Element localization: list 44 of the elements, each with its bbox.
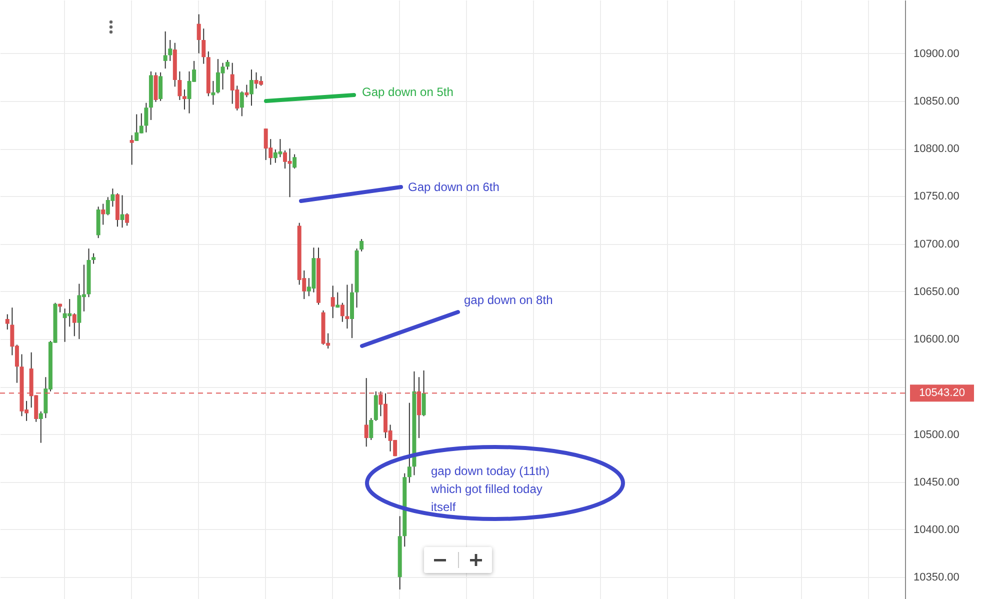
candlestick	[101, 203, 106, 226]
ref-line-label: 10543.20	[919, 387, 965, 400]
y-tick-label: 10400.00	[914, 524, 960, 536]
candlestick	[5, 314, 10, 330]
candlestick	[407, 402, 412, 484]
candlestick	[158, 72, 163, 102]
candlestick	[330, 285, 335, 319]
candlestick	[249, 69, 254, 106]
candlestick	[240, 90, 244, 117]
candlestick	[422, 370, 426, 417]
annotation: gap down on 8th	[464, 293, 553, 307]
candlestick	[360, 238, 364, 252]
candlestick	[130, 134, 134, 166]
y-tick-label: 10700.00	[914, 238, 960, 250]
candlestick	[196, 14, 201, 54]
candlestick	[345, 284, 350, 330]
candlestick	[340, 302, 344, 322]
candlestick	[336, 292, 340, 308]
y-tick-label: 10500.00	[914, 428, 960, 441]
candlestick	[144, 102, 148, 133]
y-tick-label: 10350.00	[914, 572, 960, 584]
candlestick	[178, 70, 182, 100]
y-tick-label: 10850.00	[914, 95, 960, 108]
candlestick	[369, 418, 374, 440]
annotation: Gap down on 6th	[408, 180, 500, 194]
y-tick-label: 10750.00	[914, 190, 960, 203]
candlestick	[125, 212, 130, 226]
candlestick	[72, 312, 76, 337]
y-tick-label: 10650.00	[914, 286, 960, 298]
y-tick-label: 10800.00	[914, 143, 960, 156]
candlestick	[292, 154, 297, 170]
candlestick	[38, 410, 43, 444]
candlestick	[120, 194, 124, 228]
candlestick	[202, 28, 206, 64]
y-tick-label: 10900.00	[914, 48, 960, 60]
y-tick-label: 10600.00	[914, 334, 960, 346]
candlestick	[92, 252, 96, 264]
candlestick	[226, 59, 230, 70]
y-tick-label: 10450.00	[914, 476, 960, 488]
candlestick	[163, 30, 168, 70]
candlestick	[168, 39, 172, 62]
candlestick	[182, 89, 186, 110]
annotation: gap down today (11th) which got filled today itself	[430, 464, 550, 514]
annotation: Gap down on 5th	[362, 85, 454, 99]
